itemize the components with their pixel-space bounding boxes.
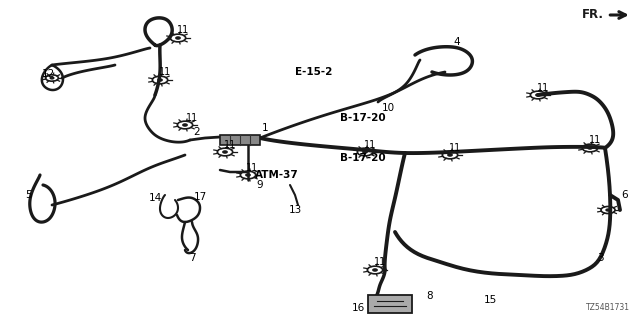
Circle shape — [588, 147, 592, 149]
Text: 12: 12 — [42, 69, 54, 79]
Circle shape — [183, 124, 187, 126]
Text: 17: 17 — [193, 192, 207, 202]
Circle shape — [536, 94, 540, 96]
Text: 16: 16 — [351, 303, 365, 313]
Circle shape — [158, 79, 162, 81]
Text: 7: 7 — [189, 253, 195, 263]
Text: 9: 9 — [257, 180, 263, 190]
Text: 11: 11 — [246, 163, 258, 173]
Text: 15: 15 — [483, 295, 497, 305]
Text: 2: 2 — [194, 127, 200, 137]
Text: 11: 11 — [449, 143, 461, 153]
Text: 11: 11 — [374, 257, 386, 267]
Text: 1: 1 — [262, 123, 268, 133]
Circle shape — [223, 151, 227, 153]
Text: 11: 11 — [177, 25, 189, 35]
Circle shape — [363, 151, 367, 153]
Text: 10: 10 — [381, 103, 395, 113]
Text: TZ54B1731: TZ54B1731 — [586, 303, 630, 312]
Text: 11: 11 — [589, 135, 601, 145]
Text: 4: 4 — [454, 37, 460, 47]
Text: 5: 5 — [25, 190, 31, 200]
Bar — [367, 295, 412, 313]
FancyBboxPatch shape — [220, 135, 260, 145]
Text: E-15-2: E-15-2 — [295, 67, 332, 77]
Text: 11: 11 — [224, 140, 236, 150]
Text: 3: 3 — [596, 253, 604, 263]
Text: 11: 11 — [186, 113, 198, 123]
Text: 11: 11 — [159, 67, 171, 77]
Text: 8: 8 — [427, 291, 433, 301]
Circle shape — [373, 269, 377, 271]
Text: 14: 14 — [148, 193, 162, 203]
Text: 11: 11 — [364, 140, 376, 150]
Text: B-17-20: B-17-20 — [340, 153, 386, 163]
Text: FR.: FR. — [582, 9, 604, 21]
Circle shape — [176, 37, 180, 39]
Text: B-17-20: B-17-20 — [340, 113, 386, 123]
Text: 11: 11 — [537, 83, 549, 93]
Circle shape — [50, 77, 54, 79]
Circle shape — [246, 174, 250, 176]
Text: 13: 13 — [289, 205, 301, 215]
Circle shape — [448, 154, 452, 156]
Text: ATM-37: ATM-37 — [255, 170, 299, 180]
Text: 6: 6 — [621, 190, 628, 200]
Circle shape — [606, 209, 610, 211]
